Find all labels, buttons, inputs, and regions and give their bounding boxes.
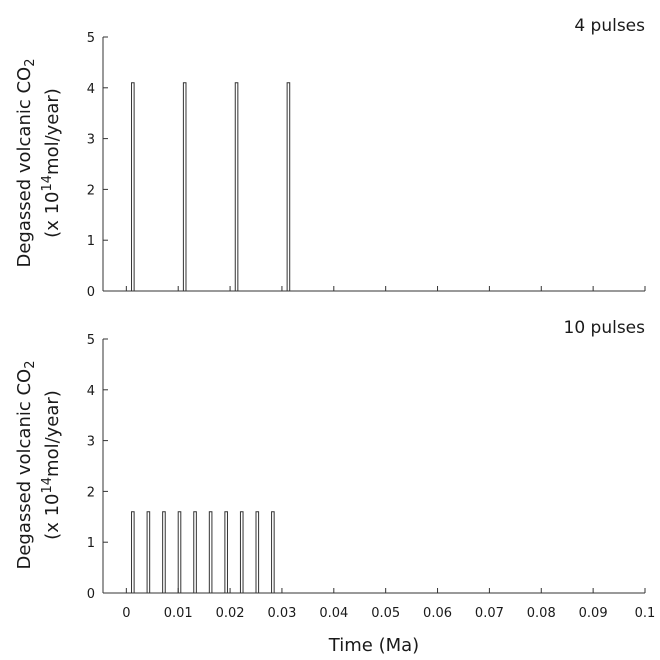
top-y-tick-label: 5 xyxy=(87,31,95,46)
bottom-pulse xyxy=(239,511,244,593)
bottom-pulse xyxy=(224,511,228,593)
bottom-y-tick-label: 4 xyxy=(87,384,95,399)
top-y-tick-label: 4 xyxy=(87,82,95,97)
bottom-pulse xyxy=(177,511,182,593)
bottom-x-tick-label: 0.04 xyxy=(319,606,348,621)
bottom-pulse xyxy=(208,511,213,593)
bottom-x-ticks: 0 0.01 0.02 0.03 0.04 0.05 0.06 0.07 0.08 0.09 0.1 xyxy=(122,588,655,621)
bottom-x-tick-label: 0.03 xyxy=(267,606,296,621)
top-pulses xyxy=(131,82,291,291)
bottom-pulse xyxy=(131,511,135,593)
bottom-y-tick-label: 1 xyxy=(87,536,95,551)
bottom-y-axis-title: Degassed volcanic CO2 (x 1014mol/year) xyxy=(14,360,63,569)
top-y-axis-title: Degassed volcanic CO2 (x 1014mol/year) xyxy=(14,58,63,267)
bottom-y-tick-label: 5 xyxy=(87,333,95,348)
bottom-panel: 10 pulses Degassed volcanic CO2 (x 1014m… xyxy=(14,318,655,656)
bottom-x-tick-label: 0.1 xyxy=(635,606,656,621)
bottom-y-ticks: 0 1 2 3 4 5 xyxy=(87,333,108,602)
top-y-tick-label: 3 xyxy=(87,133,95,148)
bottom-y-axis-title-line2: (x 1014mol/year) xyxy=(40,390,63,540)
top-y-tick-label: 0 xyxy=(87,285,95,300)
bottom-pulse xyxy=(271,511,275,593)
top-pulse xyxy=(286,82,291,291)
bottom-pulse xyxy=(146,511,151,593)
bottom-panel-label: 10 pulses xyxy=(564,318,646,338)
bottom-x-tick-label: 0.09 xyxy=(579,606,608,621)
bottom-x-tick-label: 0.02 xyxy=(216,606,245,621)
bottom-pulse xyxy=(193,511,197,593)
top-pulse xyxy=(182,82,187,291)
bottom-y-tick-label: 0 xyxy=(87,587,95,602)
top-y-axis-title-line2: (x 1014mol/year) xyxy=(40,88,63,238)
top-panel: 4 pulses Degassed volcanic CO2 (x 1014mo… xyxy=(14,16,646,300)
bottom-pulse xyxy=(162,511,166,593)
top-x-ticks xyxy=(125,286,646,291)
top-y-ticks: 0 1 2 3 4 5 xyxy=(87,31,108,300)
bottom-x-tick-label: 0.08 xyxy=(527,606,556,621)
x-axis-title: Time (Ma) xyxy=(328,635,419,656)
bottom-y-axis-title-line1: Degassed volcanic CO2 xyxy=(14,360,38,569)
bottom-x-tick-label: 0.06 xyxy=(423,606,452,621)
bottom-x-tick-label: 0.07 xyxy=(475,606,504,621)
top-panel-label: 4 pulses xyxy=(574,16,645,36)
top-y-tick-label: 2 xyxy=(87,183,95,198)
top-y-axis-title-line1: Degassed volcanic CO2 xyxy=(14,58,38,267)
top-pulse xyxy=(234,82,239,291)
bottom-x-tick-label: 0.05 xyxy=(371,606,400,621)
bottom-x-tick-label: 0 xyxy=(122,606,130,621)
bottom-y-tick-label: 3 xyxy=(87,435,95,450)
bottom-pulses xyxy=(131,511,275,593)
bottom-y-tick-label: 2 xyxy=(87,485,95,500)
bottom-x-tick-label: 0.01 xyxy=(164,606,193,621)
top-y-tick-label: 1 xyxy=(87,234,95,249)
top-pulse xyxy=(131,82,135,291)
bottom-pulse xyxy=(255,511,260,593)
